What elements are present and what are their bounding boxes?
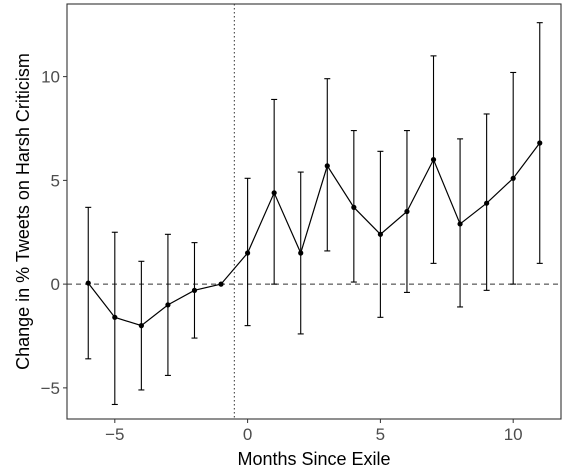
x-tick-label: −5 [105, 425, 124, 444]
x-axis: −5 0 5 10 [105, 419, 523, 444]
data-point [324, 163, 330, 169]
data-point [351, 204, 357, 210]
x-tick-label: 0 [243, 425, 252, 444]
data-point [298, 250, 304, 256]
x-tick-label: 5 [376, 425, 385, 444]
y-tick-label: 10 [41, 68, 60, 87]
data-point [457, 221, 463, 227]
data-point [510, 175, 516, 181]
data-point [191, 287, 198, 293]
data-point [138, 323, 144, 329]
x-axis-title: Months Since Exile [237, 449, 390, 469]
y-tick-label: 0 [51, 275, 60, 294]
data-point [484, 200, 490, 206]
y-tick-label: 5 [51, 171, 60, 190]
data-point [85, 280, 91, 286]
series-line [87, 142, 541, 327]
data-point [537, 140, 543, 146]
y-axis: −5 0 5 10 [41, 68, 67, 398]
data-point [218, 281, 224, 287]
data-point [430, 157, 437, 163]
y-axis-title: Change in % Tweets on Harsh Criticism [13, 53, 33, 370]
x-tick-label: 10 [504, 425, 523, 444]
data-point [245, 250, 251, 256]
y-tick-label: −5 [41, 379, 60, 398]
data-point [165, 302, 171, 308]
panel-border [66, 3, 562, 420]
data-point [404, 208, 410, 215]
data-point [271, 190, 277, 196]
data-point [112, 314, 118, 320]
data-point [377, 231, 383, 237]
plot-layer [67, 4, 561, 419]
